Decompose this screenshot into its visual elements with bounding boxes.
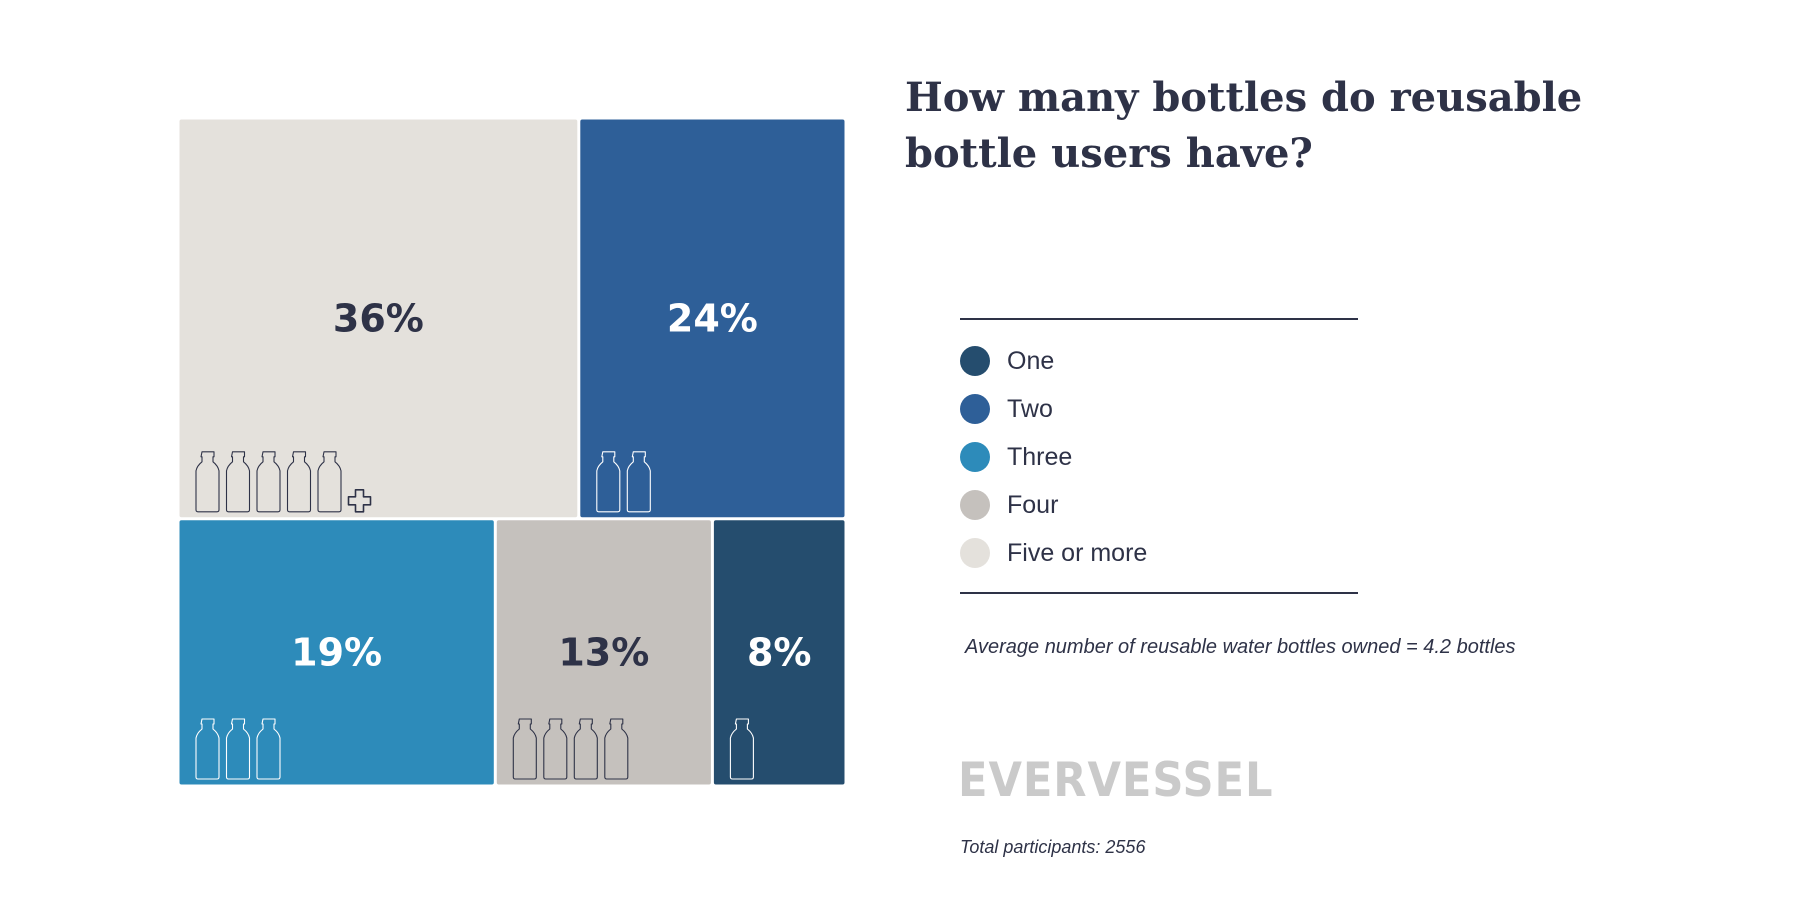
bottle-icon xyxy=(596,451,621,513)
legend-bottom-rule xyxy=(960,592,1358,594)
treemap-cell-four: 13% xyxy=(496,520,711,785)
legend-label: Two xyxy=(1007,394,1053,423)
legend-label: One xyxy=(1007,346,1055,375)
legend: One Two Three Four Five or more xyxy=(960,318,1358,594)
legend-label: Three xyxy=(1007,442,1073,471)
legend-swatch xyxy=(960,346,990,376)
legend-swatch xyxy=(960,538,990,568)
legend-item-three: Three xyxy=(960,433,1358,481)
evervessel-logo: EVERVESSEL xyxy=(958,753,1274,808)
bottle-icon xyxy=(729,718,754,780)
legend-list: One Two Three Four Five or more xyxy=(960,320,1358,592)
legend-label: Four xyxy=(1007,490,1059,519)
bottle-icon xyxy=(512,718,537,780)
legend-item-four: Four xyxy=(960,481,1358,529)
legend-item-one: One xyxy=(960,337,1358,385)
cell-rect xyxy=(179,119,578,518)
bottle-icon xyxy=(573,718,598,780)
bottle-icon xyxy=(626,451,651,513)
legend-label: Five or more xyxy=(1007,538,1148,567)
cell-percentage-label: 36% xyxy=(333,296,424,340)
legend-swatch xyxy=(960,394,990,424)
plus-icon xyxy=(347,489,372,513)
legend-swatch xyxy=(960,490,990,520)
treemap-cell-three: 19% xyxy=(179,520,494,785)
cell-percentage-label: 24% xyxy=(667,296,758,340)
cell-percentage-label: 19% xyxy=(291,630,382,674)
treemap-cell-five-or-more: 36% xyxy=(179,119,578,518)
bottle-icon xyxy=(195,451,220,513)
bottle-icon xyxy=(317,451,342,513)
bottle-icon xyxy=(225,718,251,780)
cell-rect xyxy=(179,520,494,785)
total-participants: Total participants: 2556 xyxy=(960,837,1146,857)
bottle-icon xyxy=(604,718,629,780)
legend-item-five-or-more: Five or more xyxy=(960,529,1358,577)
bottle-icon xyxy=(286,451,312,513)
bottle-icon xyxy=(225,451,251,513)
treemap-cell-one: 8% xyxy=(713,520,845,785)
bottle-icon xyxy=(256,718,281,780)
bottle-icon xyxy=(195,718,220,780)
treemap-cell-two: 24% xyxy=(580,119,845,518)
cell-percentage-label: 13% xyxy=(558,630,649,674)
legend-swatch xyxy=(960,442,990,472)
cell-percentage-label: 8% xyxy=(747,630,812,674)
chart-title: How many bottles do reusable bottle user… xyxy=(905,74,1583,177)
average-note: Average number of reusable water bottles… xyxy=(965,636,1516,658)
legend-top-rule xyxy=(960,318,1358,320)
bottle-icon xyxy=(543,718,568,780)
bottle-icon xyxy=(256,451,281,513)
cell-rect xyxy=(580,119,845,518)
legend-item-two: Two xyxy=(960,385,1358,433)
